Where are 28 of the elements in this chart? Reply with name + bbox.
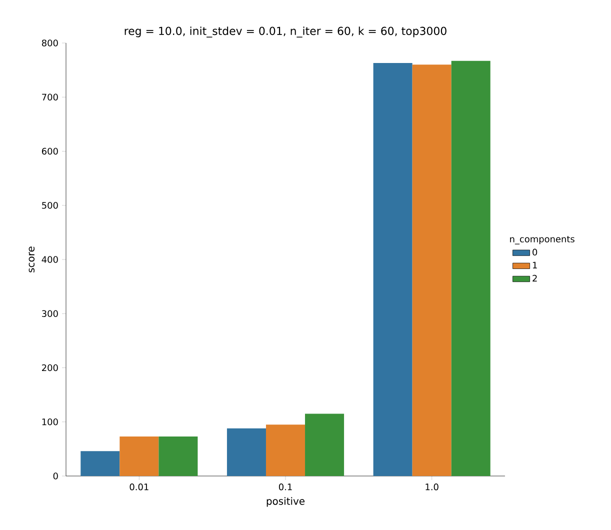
legend-label: 1 <box>532 262 537 268</box>
bar <box>305 414 344 476</box>
bar <box>226 428 266 476</box>
legend-label: 0 <box>532 248 538 256</box>
legend-title: n_components <box>510 236 574 244</box>
bar <box>266 424 306 476</box>
legend-label: 2 <box>532 274 537 282</box>
y-tick-label: 700 <box>42 94 58 101</box>
bar <box>158 436 198 476</box>
y-tick-label: 600 <box>42 148 58 155</box>
y-tick-label: 300 <box>42 310 58 318</box>
y-tick-label: 200 <box>42 364 58 372</box>
x-tick-label: 1.0 <box>426 484 438 490</box>
x-tick-label: 0.01 <box>130 484 148 490</box>
y-tick-label: 800 <box>42 40 58 46</box>
y-axis-title: score <box>28 246 35 272</box>
y-tick-label: 0 <box>53 472 58 480</box>
x-tick-label: 0.1 <box>278 484 292 490</box>
bar <box>80 451 120 476</box>
bar <box>412 64 452 476</box>
y-tick-label: 500 <box>42 202 58 209</box>
x-axis-title: positive <box>266 497 305 507</box>
bar <box>120 436 159 476</box>
y-tick-label: 400 <box>42 256 58 263</box>
y-tick-label: 100 <box>42 418 58 426</box>
bar <box>451 60 490 476</box>
bar <box>373 63 412 476</box>
chart-title: reg = 10.0, init_stdev = 0.01, n_iter = 60, k = 60, top3000 <box>124 26 446 38</box>
